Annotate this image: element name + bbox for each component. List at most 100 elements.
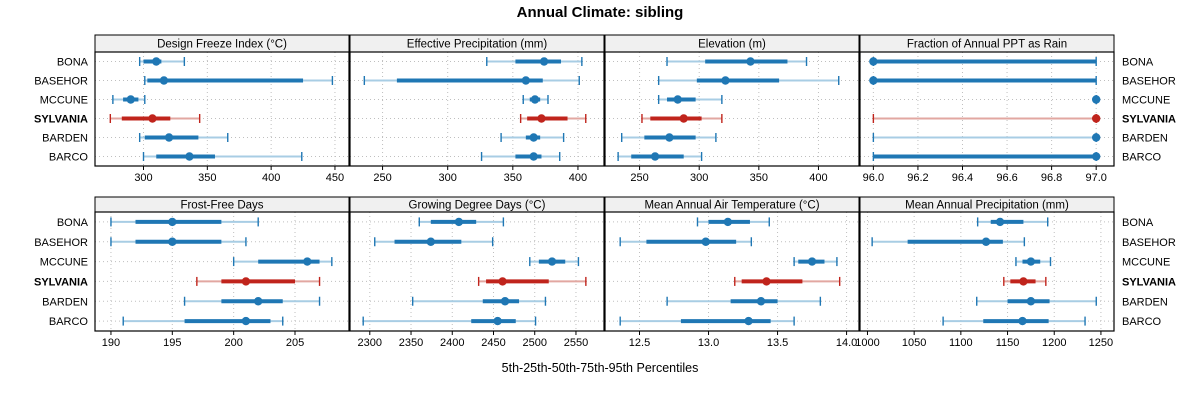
median-dot [126,95,135,104]
median-dot [539,57,549,66]
station-label-right-sylvania: SYLVANIA [1122,276,1176,288]
axis-tick-label: 300 [134,172,152,184]
median-dot [185,152,194,161]
median-dot [1091,114,1101,123]
axis-tick-label: 400 [262,172,280,184]
station-label-left-bona: BONA [57,57,89,69]
median-dot [547,257,557,266]
panel-title: Growing Degree Days (°C) [409,200,546,212]
station-label-left-sylvania: SYLVANIA [34,114,88,126]
panel-plot-area [860,52,1114,166]
median-dot [529,152,538,161]
station-label-left-barden: BARDEN [42,296,88,308]
panel-0-3: Fraction of Annual PPT as Rain 96.0 96.2 96… [859,34,1115,184]
station-label-left-barco: BARCO [49,316,89,328]
median-dot [1091,152,1101,161]
panel-plot-area [350,52,604,166]
station-label-right-bona: BONA [1122,217,1154,229]
axis-tick-label: 190 [102,337,120,349]
axis-tick-label: 250 [630,172,648,184]
axis-tick-label: 400 [569,172,587,184]
median-dot [521,76,531,85]
panel-border [94,51,350,167]
median-dot [530,95,540,104]
station-label-right-basehor: BASEHOR [1122,237,1176,249]
station-label-right-bona: BONA [1122,57,1154,69]
axis-tick-label: 1150 [996,337,1020,349]
station-label-right-barco: BARCO [1122,152,1162,164]
median-dot [241,277,251,286]
station-label-right-barco: BARCO [1122,316,1162,328]
station-label-left-mccune: MCCUNE [40,95,88,107]
axis-tick-label: 96.0 [863,172,884,184]
median-dot [1026,257,1036,266]
axis-tick-label: 13.0 [698,337,719,349]
median-dot [1026,297,1036,306]
station-label-right-sylvania: SYLVANIA [1122,114,1176,126]
axis-tick-label: 1000 [855,337,879,349]
median-dot [164,133,174,142]
median-dot [756,297,766,306]
panel-border [94,211,350,332]
station-label-left-basehor: BASEHOR [34,76,88,88]
median-dot [701,237,710,246]
median-dot [498,277,507,286]
median-dot [746,57,755,66]
median-dot [148,114,157,123]
panel-title: Mean Annual Air Temperature (°C) [644,200,819,212]
median-dot [454,217,464,227]
axis-tick-label: 96.8 [1041,172,1062,184]
axis-tick-label: 2300 [358,337,382,349]
median-dot [426,237,436,246]
axis-tick-label: 96.4 [952,172,973,184]
axis-tick-label: 1050 [902,337,926,349]
median-dot [869,57,878,66]
panel-1-0: Frost-Free Days 190 195 200 205 [94,196,350,349]
axis-tick-label: 2450 [481,337,505,349]
axis-tick-label: 2500 [522,337,546,349]
axis-tick-label: 12.5 [629,337,650,349]
panel-0-1: Effective Precipitation (mm) 250 300 350 400 [349,34,605,184]
panel-border [349,211,605,332]
median-dot [159,76,169,85]
median-dot [493,316,502,326]
median-dot [673,95,682,104]
axis-tick-label: 195 [163,337,181,349]
median-dot [529,133,538,142]
panel-title: Effective Precipitation (mm) [407,39,548,51]
axis-tick-label: 97.0 [1085,172,1106,184]
panel-plot-area [605,212,859,331]
median-dot [168,237,177,246]
median-dot [665,133,674,142]
axis-tick-label: 200 [224,337,242,349]
median-dot [744,316,753,326]
percentiles-caption: 5th-25th-50th-75th-95th Percentiles [501,361,699,375]
median-dot [995,217,1005,227]
median-dot [981,237,991,246]
axis-tick-label: 96.2 [907,172,928,184]
panel-border [349,51,605,167]
axis-tick-label: 450 [326,172,344,184]
axis-tick-label: 205 [286,337,304,349]
median-dot [303,257,312,266]
panel-title: Fraction of Annual PPT as Rain [907,39,1067,51]
median-dot [1091,95,1101,104]
station-label-left-bona: BONA [57,217,89,229]
panel-border [859,51,1115,167]
axis-tick-label: 250 [373,172,391,184]
median-dot [679,114,688,123]
axis-tick-label: 300 [690,172,708,184]
axis-tick-label: 350 [198,172,216,184]
axis-tick-label: 400 [809,172,827,184]
axis-tick-label: 1250 [1089,337,1113,349]
median-dot [762,277,771,286]
panel-plot-area [350,212,604,331]
panel-0-2: Elevation (m) 250 300 350 400 [604,34,860,184]
median-dot [1091,133,1101,142]
median-dot [650,152,660,161]
station-label-left-barden: BARDEN [42,133,88,145]
median-dot [241,316,251,326]
station-label-left-sylvania: SYLVANIA [34,276,88,288]
axis-tick-label: 350 [750,172,768,184]
